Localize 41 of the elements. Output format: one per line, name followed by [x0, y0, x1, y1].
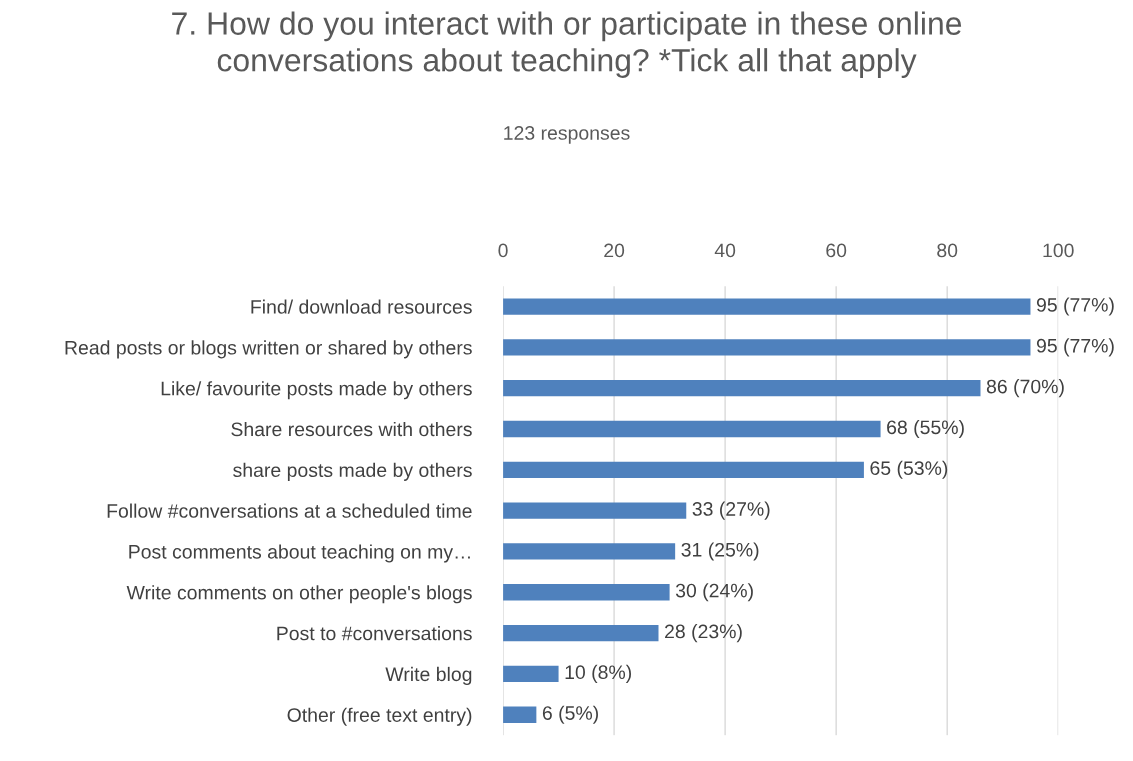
bar: [503, 339, 1031, 356]
x-tick-label: 20: [604, 243, 625, 258]
bar: [503, 298, 1031, 315]
data-label: 31 (25%): [681, 542, 759, 561]
bar: [503, 706, 537, 723]
y-tick-label: Other (free text entry): [287, 707, 472, 726]
data-label: 68 (55%): [887, 419, 964, 439]
y-tick-label: Post to #conversations: [277, 626, 472, 641]
data-label: 6 (5%): [542, 705, 598, 724]
x-tick-label: 100: [1043, 243, 1074, 258]
bar: [503, 420, 881, 438]
x-tick-label: 40: [714, 243, 736, 258]
bar: [503, 502, 687, 519]
data-label: 95 (77%): [1036, 297, 1114, 316]
bar: [503, 624, 659, 642]
y-tick-label: Find/ download resources: [251, 299, 472, 314]
bar: [503, 665, 559, 683]
y-tick-label: Like/ favourite posts made by others: [161, 381, 472, 400]
data-label: 33 (27%): [692, 501, 770, 520]
data-label: 86 (70%): [986, 379, 1064, 398]
y-tick-label: Follow #conversations at a scheduled time: [107, 503, 472, 518]
chart-title: 7. How do you interact with or participate in these online conversations about teaching? *Tick all that apply: [172, 11, 962, 78]
x-tick-label: 0: [498, 243, 508, 258]
x-tick-label: 60: [826, 243, 847, 258]
chart-subtitle: 123 responses: [504, 126, 630, 144]
y-tick-label: Write comments on other people's blogs: [126, 585, 472, 604]
data-label: 10 (8%): [565, 664, 631, 683]
data-label: 30 (24%): [675, 583, 753, 602]
bar: [503, 380, 981, 397]
y-tick-label: share posts made by others: [233, 462, 472, 481]
y-tick-label: Write blog: [385, 666, 472, 685]
y-tick-label: Share resources with others: [231, 421, 472, 437]
data-label: 95 (77%): [1036, 338, 1114, 357]
bar: [503, 543, 676, 560]
y-tick-label: Post comments about teaching on my…: [129, 544, 470, 563]
y-tick-label: Read posts or blogs written or shared by others: [65, 340, 472, 359]
bar: [503, 584, 670, 601]
x-tick-label: 80: [937, 243, 958, 258]
bar: [503, 461, 864, 478]
data-label: 65 (53%): [870, 460, 948, 479]
data-label: 28 (23%): [665, 624, 742, 643]
